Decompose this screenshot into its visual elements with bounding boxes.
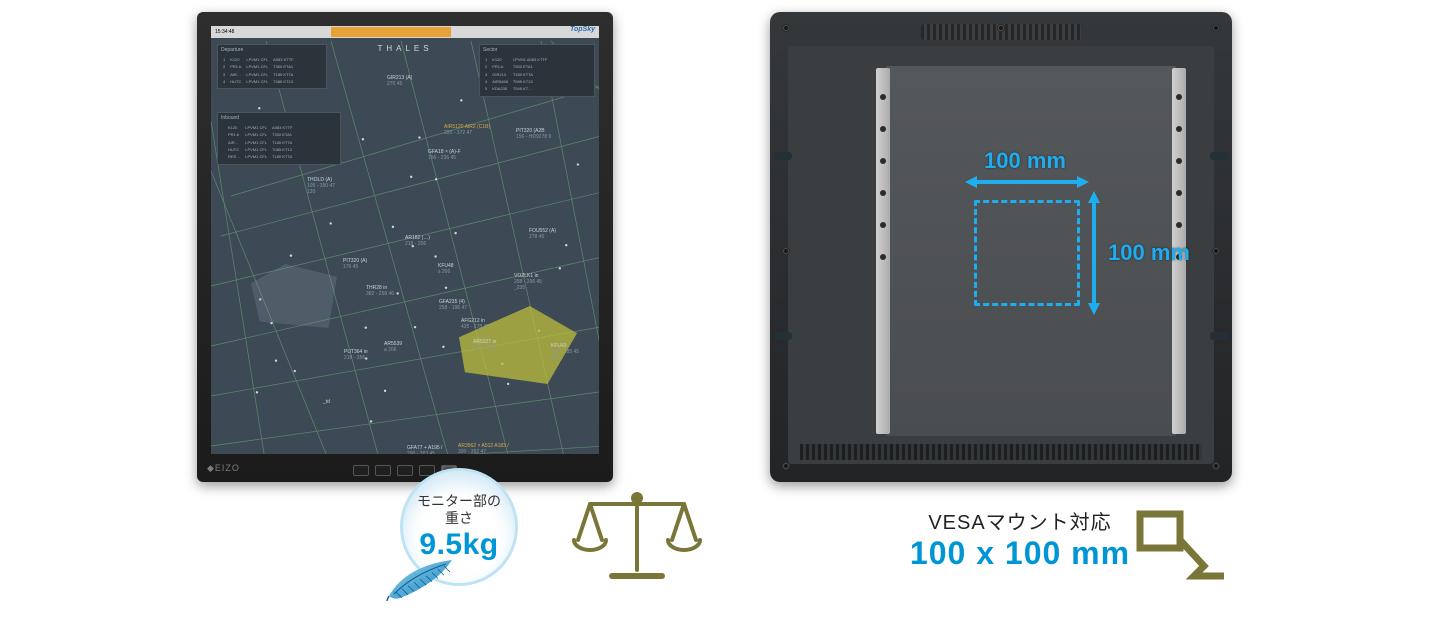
flight-label: GFA77 + A195 /290 - 263 45 <box>407 446 442 454</box>
bottom-vent <box>800 444 1202 460</box>
flight-label: AR5327 in324 - 258 <box>473 340 496 352</box>
flight-label: AR3562 × A512 A183 /320 - 352 47 <box>458 444 509 454</box>
vesa-height-label: 100 mm <box>1108 240 1190 266</box>
flight-label: AR5539a 266 <box>384 342 402 354</box>
flight-strip-box: InboundK120LPVM1 CFLA083 KTTFPR1.bLPVM1 … <box>217 112 341 165</box>
monitor-back: 100 mm 100 mm <box>770 12 1232 482</box>
monitor-arm-icon <box>1134 510 1230 580</box>
screw <box>1212 247 1220 255</box>
screw <box>782 462 790 470</box>
flight-label: PIT320 (A)176 45 <box>343 259 367 271</box>
flight-label: VOZLK1 in258 - 296 45_235 <box>514 274 542 291</box>
side-port <box>774 152 792 160</box>
screw <box>782 247 790 255</box>
flight-label: _td <box>323 400 330 406</box>
atc-screen: 15:34:48 TopSky THALES GIR213 (A)270 45A… <box>211 26 599 454</box>
side-port <box>774 332 792 340</box>
balance-scale-icon <box>572 488 702 584</box>
flight-label: THR28 in382 - 258 46 <box>366 286 394 298</box>
screw <box>1212 462 1220 470</box>
flight-label: GIR213 (A)270 45 <box>387 76 412 88</box>
vesa-panel: 100 mm 100 mm VESAマウント対応 100 x 100 mm <box>740 0 1300 620</box>
flight-label: KFU43238 - 185 45221 <box>551 344 579 361</box>
side-port <box>1210 332 1228 340</box>
weight-panel: 15:34:48 TopSky THALES GIR213 (A)270 45A… <box>140 0 700 620</box>
flight-label: KFU48s 266 <box>438 264 454 276</box>
flight-label: AIR5120 AIR2 (C1B)220 - 372 47 <box>444 125 490 137</box>
flight-label: AR182 (…)218 - 356 <box>405 236 430 248</box>
flight-strip-box: Sector1K120LPVM1 A083 KTTF2PR1.bT300 ETA… <box>479 44 595 97</box>
vesa-hole-pattern <box>974 200 1080 306</box>
flight-strip-box: Departure1K120LPVM1 CFLA083 KTTF2PR1.bLP… <box>217 44 327 89</box>
bezel-button[interactable] <box>375 465 391 476</box>
vesa-width-label: 100 mm <box>984 148 1066 174</box>
screw <box>997 24 1005 32</box>
feather-icon <box>386 556 456 602</box>
side-port <box>1210 152 1228 160</box>
flight-label: GFA18 × (A)-F156 - 236 45 <box>428 150 461 162</box>
flight-label: PIT320 (A2B156 - HD9278 9 <box>516 129 551 141</box>
bezel-button[interactable] <box>353 465 369 476</box>
flight-label: GFA235 (4)258 - 196 47 <box>439 300 467 312</box>
flight-label: AFG212 in425 - 178 47 <box>461 319 489 331</box>
flight-label: THOLD (A)105 - 350 47120 <box>307 178 335 195</box>
flight-label: FOU552 (A)278 45 <box>529 229 556 241</box>
screw <box>782 24 790 32</box>
screw <box>1212 24 1220 32</box>
height-arrow-icon <box>1085 191 1103 315</box>
width-arrow-icon <box>965 173 1089 191</box>
flight-label: PUT364 in218 - 356 <box>344 350 368 362</box>
monitor-front-bezel: 15:34:48 TopSky THALES GIR213 (A)270 45A… <box>197 12 613 482</box>
weight-badge-label: モニター部の 重さ <box>417 493 501 528</box>
mount-rail-left <box>876 68 890 434</box>
bezel-logo: ◆EIZO <box>207 463 240 474</box>
